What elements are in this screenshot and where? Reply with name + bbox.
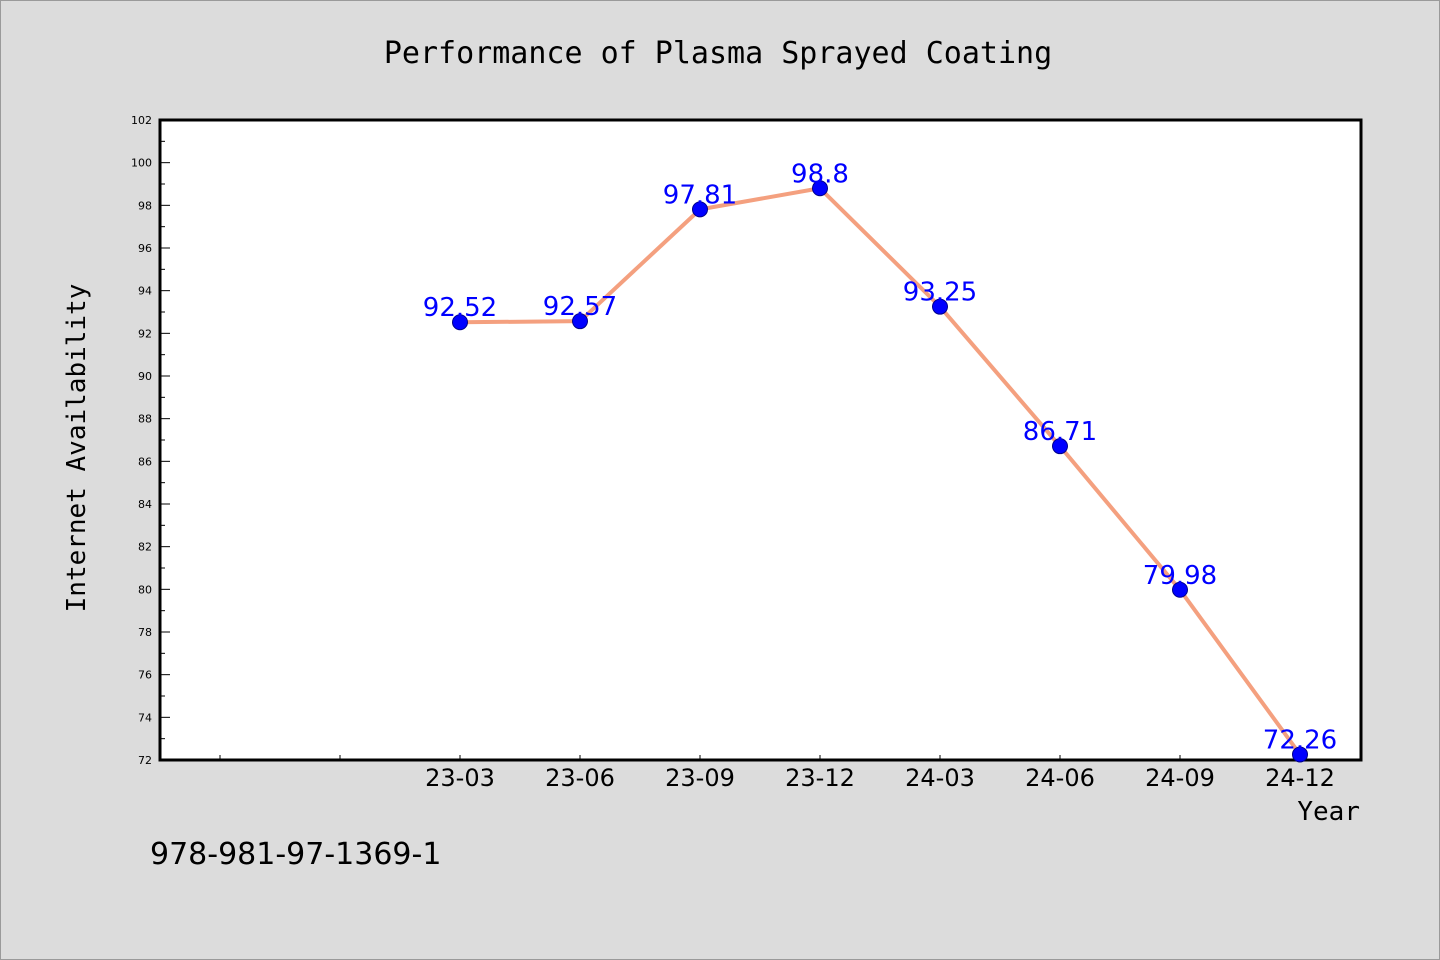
- x-tick-label: 24-09: [1145, 764, 1215, 792]
- data-point: [1292, 746, 1308, 763]
- y-tick-label: 102: [131, 114, 152, 127]
- y-tick-label: 94: [138, 285, 152, 298]
- x-tick-label: 23-09: [665, 764, 735, 792]
- chart-title: Performance of Plasma Sprayed Coating: [384, 36, 1052, 71]
- data-label: 72.26: [1263, 725, 1337, 755]
- y-tick-label: 88: [138, 413, 152, 426]
- data-point: [812, 180, 828, 197]
- isbn-text: 978-981-97-1369-1: [150, 837, 441, 872]
- data-point: [932, 298, 948, 315]
- x-tick-label: 23-03: [425, 764, 495, 792]
- y-tick-label: 84: [138, 498, 152, 511]
- y-tick-label: 78: [138, 626, 152, 639]
- y-tick-label: 96: [138, 242, 152, 255]
- x-axis-label: Year: [1297, 797, 1360, 827]
- y-tick-label: 92: [138, 327, 152, 340]
- x-tick-label: 23-06: [545, 764, 615, 792]
- plot-area: [158, 118, 1363, 762]
- data-point: [692, 201, 708, 218]
- data-label: 98.8: [791, 159, 849, 189]
- y-axis-label: Internet Availability: [62, 284, 92, 613]
- y-tick-label: 82: [138, 541, 152, 554]
- data-label: 93.25: [903, 278, 977, 308]
- y-tick-label: 74: [138, 711, 152, 724]
- x-tick-label: 23-12: [785, 764, 855, 792]
- data-point: [1172, 581, 1188, 598]
- data-label: 86.71: [1023, 417, 1097, 447]
- y-tick-label: 90: [138, 370, 152, 383]
- y-tick-label: 100: [131, 157, 152, 170]
- series-path: [459, 186, 1302, 756]
- y-tick-label: 80: [138, 583, 152, 596]
- data-point: [572, 313, 588, 330]
- y-tick-label: 72: [138, 754, 152, 767]
- data-label: 92.52: [423, 293, 497, 323]
- data-labels: 92.52 92.57 97.81 98.8 93.25 86.71 79.98 72.26: [423, 159, 1337, 755]
- data-label: 79.98: [1143, 561, 1217, 591]
- data-point: [1052, 438, 1068, 455]
- data-label: 97.81: [663, 180, 737, 210]
- y-tick-label: 86: [138, 455, 152, 468]
- x-tick-label: 24-03: [905, 764, 975, 792]
- series-line: [452, 180, 1308, 763]
- data-point: [452, 314, 468, 331]
- x-axis: 23-03 23-06 23-09 23-12 24-03 24-06 24-09 24-12: [219, 755, 1335, 792]
- x-tick-label: 24-06: [1025, 764, 1095, 792]
- y-axis: 72 74 76 78 80 82 84 86 88 90 92 94 96 98 100 102: [131, 114, 170, 767]
- data-label: 92.57: [543, 292, 617, 322]
- x-tick-label: 24-12: [1265, 764, 1335, 792]
- y-tick-label: 76: [138, 669, 152, 682]
- y-tick-label: 98: [138, 199, 152, 212]
